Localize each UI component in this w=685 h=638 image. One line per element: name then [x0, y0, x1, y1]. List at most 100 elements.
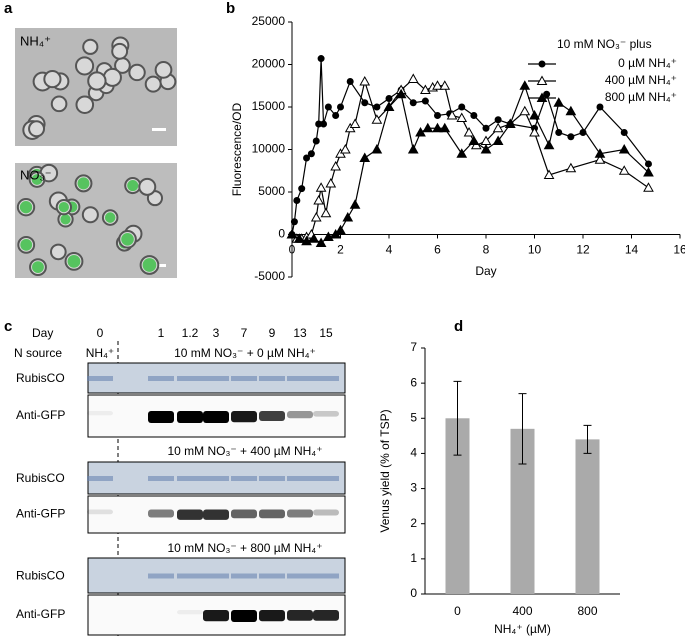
day-label: 3 — [213, 326, 220, 340]
x-tick-label: 2 — [337, 243, 344, 257]
marker — [543, 139, 555, 150]
x-tick-label: 6 — [434, 243, 441, 257]
marker — [383, 101, 395, 111]
marker — [494, 116, 502, 124]
marker — [420, 84, 431, 94]
n-source: NH₄⁺ — [86, 346, 115, 360]
row-label: Anti-GFP — [16, 408, 65, 422]
legend-label: 0 µM NH₄⁺ — [618, 56, 677, 70]
marker — [519, 105, 531, 116]
marker — [643, 166, 654, 177]
marker — [395, 88, 407, 99]
fluorescence — [104, 212, 116, 223]
band — [231, 376, 257, 381]
marker — [519, 80, 531, 90]
cell — [28, 120, 46, 138]
band — [177, 476, 203, 481]
legend-marker — [536, 75, 548, 85]
panel-letter: d — [454, 318, 463, 335]
marker — [301, 235, 312, 246]
y-tick-label: 25000 — [252, 14, 286, 28]
band — [203, 411, 229, 423]
row-label: RubisCO — [16, 569, 65, 583]
marker — [432, 122, 443, 133]
band — [231, 573, 257, 579]
band — [203, 509, 229, 520]
cell — [87, 71, 107, 91]
cell — [111, 42, 129, 60]
band — [177, 610, 203, 615]
x-tick-label: 12 — [576, 243, 590, 257]
cell — [128, 63, 146, 82]
x-axis-label: Day — [475, 264, 496, 278]
cell — [81, 206, 99, 224]
band — [259, 573, 285, 579]
cell — [75, 95, 95, 115]
legend-title: 10 mM NO₃⁻ plus — [557, 37, 652, 51]
band — [313, 610, 339, 621]
marker — [293, 197, 301, 204]
panel-letter: b — [226, 0, 235, 17]
band — [203, 476, 229, 481]
x-tick-label: 16 — [673, 243, 685, 257]
band — [287, 476, 313, 481]
error-bar — [518, 393, 527, 465]
marker — [359, 75, 371, 86]
band — [148, 573, 174, 579]
marker — [307, 150, 315, 158]
marker — [643, 182, 654, 192]
band — [87, 509, 113, 515]
fluorescence — [19, 201, 33, 214]
marker — [407, 73, 419, 83]
marker — [298, 185, 306, 193]
band — [259, 376, 285, 381]
band — [203, 573, 229, 579]
marker — [335, 224, 346, 235]
y-axis-label: Venus yield (% of TSP) — [378, 409, 392, 532]
marker — [361, 99, 369, 107]
marker — [320, 207, 332, 218]
fluorescence — [31, 174, 43, 185]
day-label: 1 — [158, 326, 165, 340]
y-tick-label: 15000 — [252, 99, 286, 113]
x-tick-label: 0 — [289, 243, 296, 257]
marker — [349, 118, 361, 128]
band — [177, 376, 203, 381]
band — [313, 411, 339, 417]
marker — [480, 143, 492, 154]
marker — [308, 233, 320, 243]
band — [231, 411, 257, 423]
marker — [422, 122, 434, 133]
y-tick-label: 0 — [278, 227, 285, 241]
band — [231, 476, 257, 481]
y-tick-label: 6 — [410, 375, 417, 389]
y-tick-label: 4 — [410, 446, 417, 460]
marker — [371, 114, 383, 124]
panel-letter: a — [4, 0, 13, 17]
marker — [529, 126, 540, 137]
row-header: Day — [32, 326, 53, 340]
y-tick-label: 5 — [410, 410, 417, 424]
marker — [446, 109, 458, 120]
marker — [303, 154, 311, 162]
series-line — [291, 78, 649, 240]
marker — [555, 129, 563, 136]
marker — [315, 120, 323, 128]
cell — [144, 75, 162, 93]
y-tick-label: 2 — [410, 516, 417, 530]
band — [287, 509, 313, 518]
cell — [75, 56, 95, 76]
band — [287, 573, 313, 579]
cell — [154, 60, 173, 79]
marker — [324, 103, 332, 111]
band — [313, 573, 339, 579]
y-tick-label: 3 — [410, 481, 417, 495]
day-label: 1.2 — [182, 326, 199, 340]
marker — [439, 122, 451, 133]
fluorescence — [127, 179, 139, 192]
marker — [359, 152, 371, 162]
marker — [337, 103, 344, 111]
row-label: RubisCO — [16, 471, 65, 485]
cell — [82, 38, 99, 55]
marker — [463, 126, 475, 137]
